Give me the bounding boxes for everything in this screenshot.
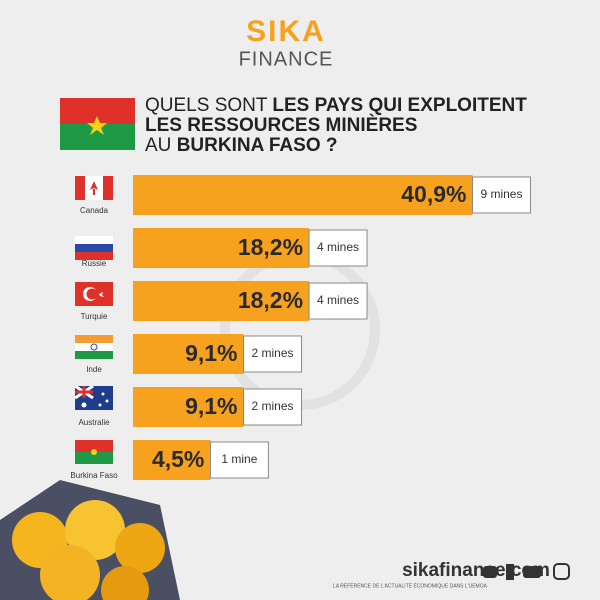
title-part: LES PAYS QUI EXPLOITENT xyxy=(272,95,527,116)
value-label: 4,5% xyxy=(152,446,204,472)
instagram-icon[interactable] xyxy=(553,563,570,580)
value-label: 9,1% xyxy=(185,340,237,366)
value-label: 18,2% xyxy=(238,287,303,313)
bar xyxy=(133,387,244,427)
gold-basket xyxy=(0,480,180,600)
footer-tagline: LA RÉFÉRENCE DE L'ACTUALITÉ ÉCONOMIQUE D… xyxy=(333,582,488,589)
twitter-icon[interactable] xyxy=(483,566,497,578)
brand-subname: FINANCE xyxy=(239,48,334,70)
bar xyxy=(133,334,244,374)
facebook-icon[interactable] xyxy=(506,564,514,580)
mine-box xyxy=(308,229,368,267)
title-part: QUELS SONT xyxy=(145,95,272,116)
social-icons[interactable] xyxy=(483,563,570,580)
bar xyxy=(133,281,310,321)
title-part: AU xyxy=(145,135,177,156)
category-label: Burkina Faso xyxy=(70,471,118,480)
mine-box xyxy=(308,282,368,320)
category-label: Turquie xyxy=(81,312,108,321)
bar xyxy=(133,228,310,268)
mine-box xyxy=(209,441,269,479)
title-part: BURKINA FASO ? xyxy=(177,135,338,156)
mine-box xyxy=(243,388,303,426)
value-label: 40,9% xyxy=(401,181,466,207)
mine-label: 9 mines xyxy=(480,187,522,201)
mine-box xyxy=(471,176,531,214)
bar xyxy=(133,175,473,215)
category-label: Russie xyxy=(82,259,107,268)
title-part: LES RESSOURCES MINIÈRES xyxy=(145,114,417,136)
chart-title: QUELS SONT LES PAYS QUI EXPLOITENT LES RE… xyxy=(145,95,527,156)
mine-label: 4 mines xyxy=(317,293,359,307)
mine-label: 2 mines xyxy=(252,346,294,360)
category-label: Canada xyxy=(80,206,109,215)
mine-label: 4 mines xyxy=(317,240,359,254)
value-label: 9,1% xyxy=(185,393,237,419)
category-label: Inde xyxy=(86,365,102,374)
header-flag xyxy=(60,98,135,150)
bar xyxy=(133,440,211,480)
value-label: 18,2% xyxy=(238,234,303,260)
category-label: Australie xyxy=(78,418,110,427)
brand-name: SIKA xyxy=(246,15,326,48)
flags xyxy=(74,176,113,464)
youtube-icon[interactable] xyxy=(523,566,541,578)
mine-box xyxy=(243,335,303,373)
mine-label: 2 mines xyxy=(252,399,294,413)
mine-label: 1 mine xyxy=(221,452,257,466)
